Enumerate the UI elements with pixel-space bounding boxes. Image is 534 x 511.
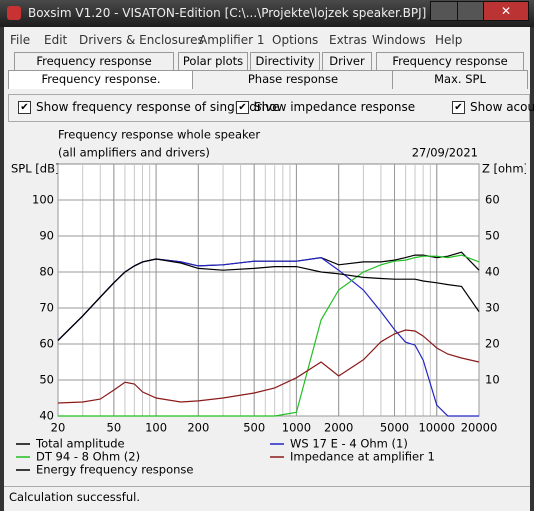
checkbox[interactable]: ✔ [452, 101, 465, 114]
tab[interactable]: Frequency response. [8, 70, 194, 89]
tab[interactable]: Max. SPL [392, 70, 528, 89]
y-tick-label: 50 [39, 373, 54, 387]
maximize-button[interactable] [457, 1, 484, 21]
x-tick-label: 500 [243, 421, 265, 435]
x-tick-label: 1000 [282, 421, 311, 435]
y2-tick-label: 60 [485, 193, 500, 207]
tab[interactable]: Driver [322, 52, 372, 71]
y2-axis-label: Z [ohm] [482, 162, 526, 176]
x-tick-label: 100 [145, 421, 167, 435]
x-tick-label: 50 [107, 421, 122, 435]
menu-item[interactable]: Amplifier 1 [199, 33, 265, 47]
y-tick-label: 90 [39, 229, 54, 243]
chart: Frequency response whole speaker (all am… [8, 122, 526, 482]
menu-item[interactable]: Extras [329, 33, 367, 47]
legend-label: DT 94 - 8 Ohm (2) [36, 450, 140, 464]
y-tick-label: 80 [39, 265, 54, 279]
options-panel [8, 94, 530, 122]
menu-item[interactable]: Windows [372, 33, 426, 47]
minimize-button[interactable] [430, 1, 458, 21]
status-text: Calculation successful. [9, 490, 140, 504]
window-frame [0, 27, 4, 511]
menu-item[interactable]: File [10, 33, 31, 47]
y-tick-label: 100 [32, 193, 54, 207]
y2-tick-label: 50 [485, 229, 500, 243]
y-tick-label: 40 [39, 409, 54, 423]
y-tick-label: 70 [39, 301, 54, 315]
menu-item[interactable]: Edit [44, 33, 68, 47]
y2-tick-label: 40 [485, 265, 500, 279]
legend-label: Energy frequency response [36, 463, 194, 477]
status-bar [4, 486, 530, 508]
y-axis-label: SPL [dB] [11, 162, 59, 176]
tab[interactable]: Polar plots [178, 52, 248, 71]
y-tick-label: 60 [39, 337, 54, 351]
legend-label: Impedance at amplifier 1 [290, 450, 435, 464]
series-line [57, 258, 480, 341]
checkbox-label: Show acous [470, 100, 534, 114]
plot-area [57, 163, 480, 417]
chart-date: 27/09/2021 [412, 146, 478, 160]
x-tick-label: 5000 [380, 421, 409, 435]
y2-tick-label: 30 [485, 301, 500, 315]
menu-item[interactable]: Drivers & Enclosures [79, 33, 204, 47]
chart-title: Frequency response whole speaker [58, 128, 260, 142]
x-tick-label: 2000 [324, 421, 353, 435]
window-frame [530, 27, 534, 511]
close-button[interactable]: ✕ [483, 1, 529, 21]
window-title: Boxsim V1.20 - VISATON-Edition [C:\...\P… [28, 6, 427, 20]
legend-label: Total amplitude [35, 437, 125, 451]
legend-label: WS 17 E - 4 Ohm (1) [290, 437, 408, 451]
menu-bar: File Edit Drivers & Enclosures Amplifier 1 O… [4, 30, 530, 50]
series-line [57, 329, 480, 404]
checkbox-label: Show impedance response [254, 100, 416, 114]
x-tick-label: 10000 [418, 421, 455, 435]
y2-tick-label: 10 [485, 373, 500, 387]
x-tick-label: 20000 [461, 421, 498, 435]
tab[interactable]: Directivity [250, 52, 320, 71]
series-line [58, 254, 480, 417]
tab[interactable]: Phase response [192, 70, 394, 89]
menu-item[interactable]: Options [272, 33, 319, 47]
chart-subtitle: (all amplifiers and drivers) [58, 146, 210, 160]
app-icon [7, 6, 21, 20]
y2-tick-label: 20 [485, 337, 500, 351]
menu-item[interactable]: Help [435, 33, 463, 47]
x-tick-label: 20 [51, 421, 66, 435]
checkbox-label: Show frequency response of single drive [36, 100, 280, 114]
x-tick-label: 200 [187, 421, 209, 435]
tab[interactable]: Frequency response directions [14, 52, 174, 71]
tab[interactable]: Frequency response electr.. [376, 52, 524, 71]
checkbox[interactable]: ✔ [18, 101, 31, 114]
checkbox[interactable]: ✔ [236, 101, 249, 114]
